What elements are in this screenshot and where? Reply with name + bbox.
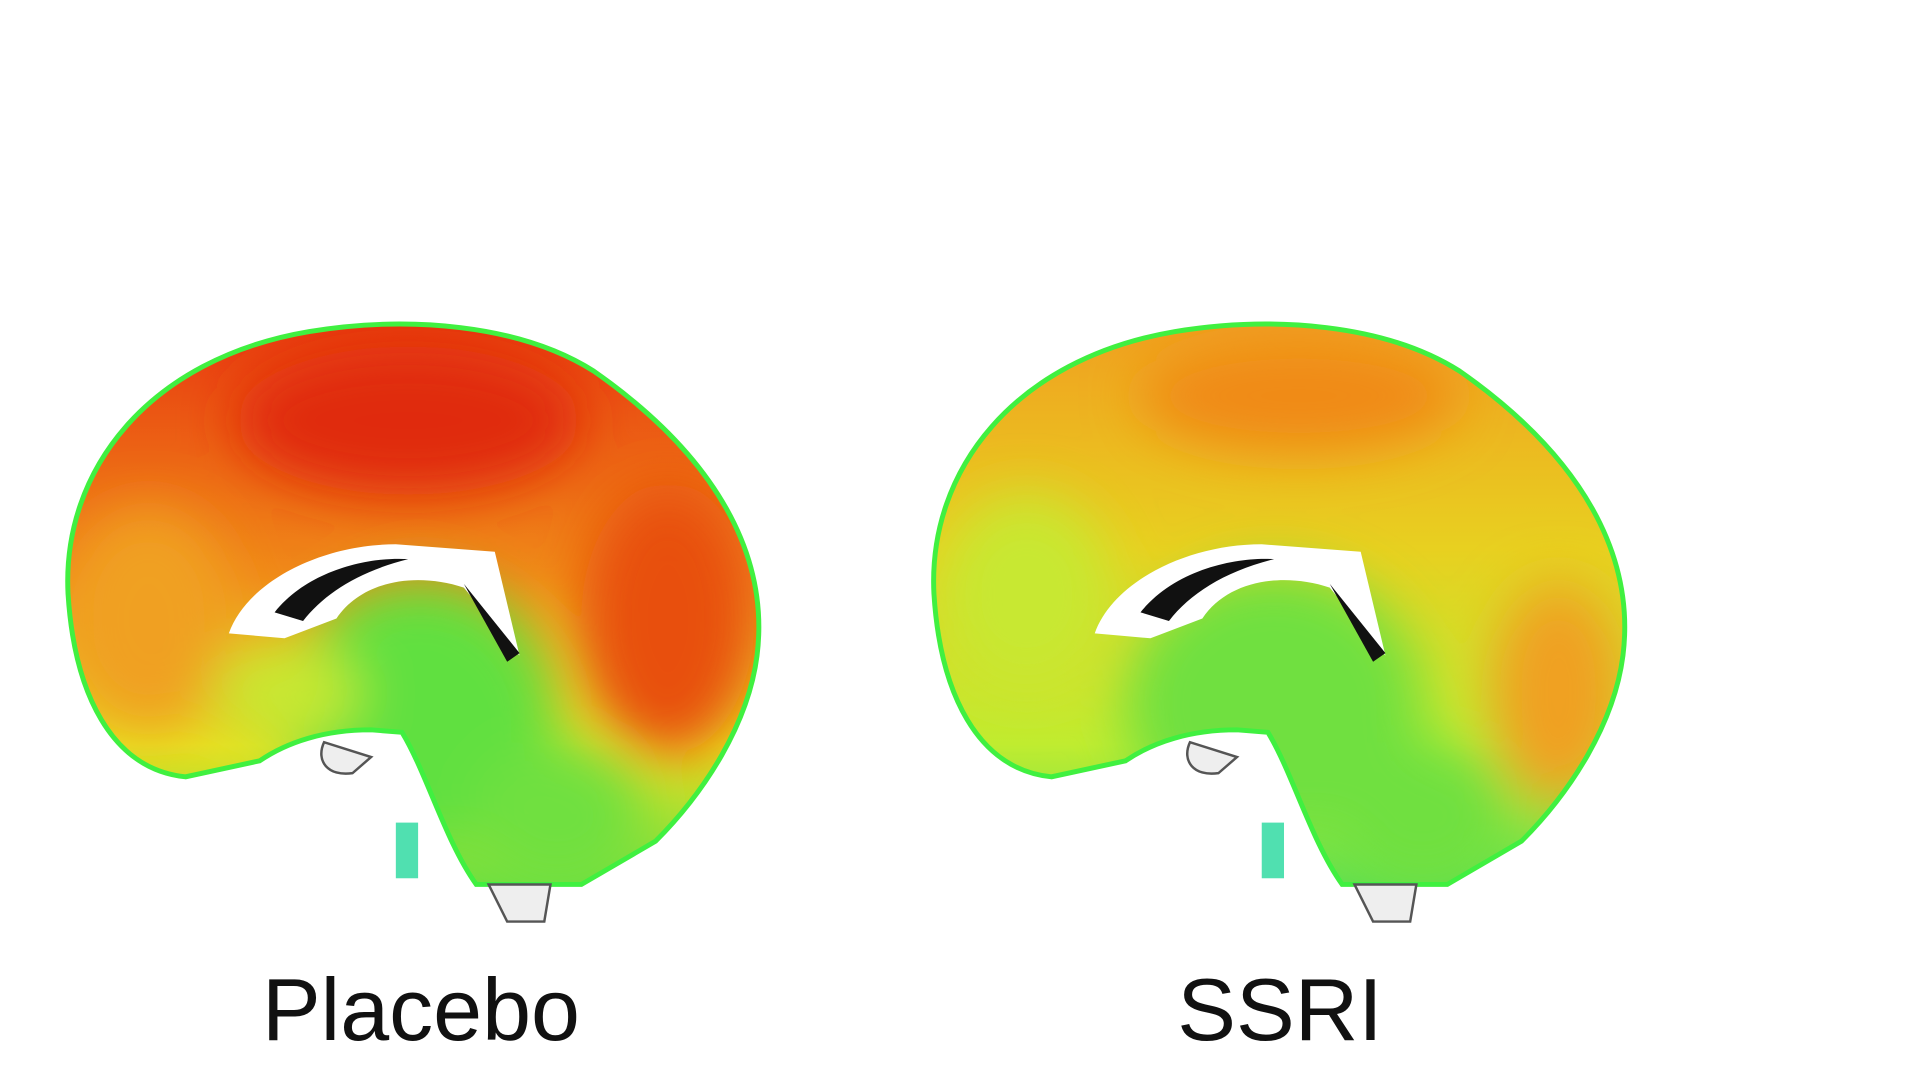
ssri-scan	[934, 324, 1627, 923]
panel-label: Placebo	[262, 960, 580, 1059]
placebo-scan	[62, 324, 759, 923]
panel-label: SSRI	[1177, 960, 1382, 1059]
